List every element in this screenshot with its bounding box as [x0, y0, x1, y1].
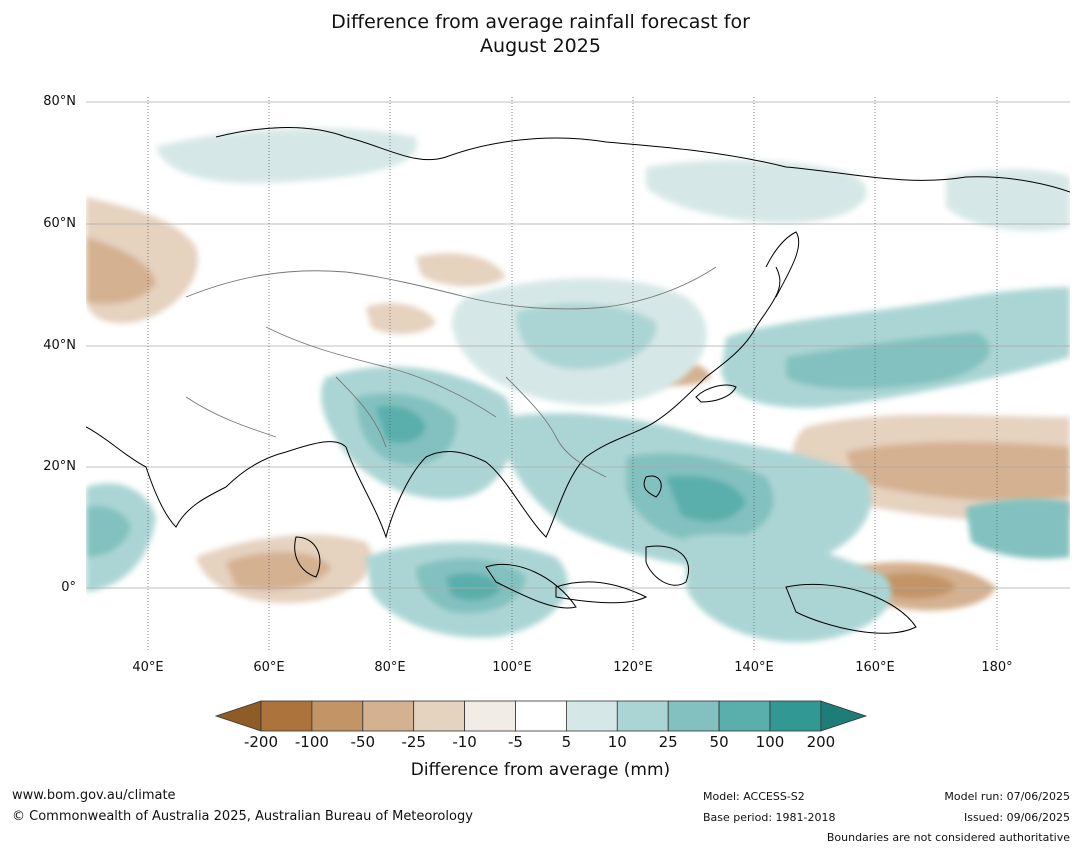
- colorbar-tick-label: 200: [806, 733, 836, 751]
- colorbar-tick-label: 10: [607, 733, 627, 751]
- colorbar-tick-label: 25: [658, 733, 678, 751]
- lat-label-20n: 20°N: [43, 459, 76, 474]
- colorbar: [214, 700, 868, 732]
- colorbar-tick-label: 100: [755, 733, 785, 751]
- lon-label-40e: 40°E: [132, 660, 164, 675]
- colorbar-cell: [566, 700, 618, 732]
- colorbar-tick-label: 5: [561, 733, 572, 751]
- colorbar-tick-label: -100: [294, 733, 329, 751]
- colorbar-label: Difference from average (mm): [410, 760, 671, 780]
- lon-label-140e: 140°E: [734, 660, 774, 675]
- colorbar-tick-label: -200: [243, 733, 279, 751]
- rainfall-anomaly-map: [86, 97, 1070, 650]
- coastlines: [86, 127, 1070, 634]
- colorbar-cell: [616, 700, 669, 732]
- lat-label-80n: 80°N: [43, 94, 76, 109]
- colorbar-cell: [769, 700, 822, 732]
- colorbar-tick-label: 50: [709, 733, 729, 751]
- lon-label-120e: 120°E: [613, 660, 653, 675]
- model-run-text: Model run: 07/06/2025: [944, 790, 1070, 803]
- colorbar-cell: [464, 700, 516, 732]
- website-link[interactable]: www.bom.gov.au/climate: [12, 788, 176, 803]
- colorbar-cell: [515, 700, 567, 732]
- lon-label-100e: 100°E: [492, 660, 532, 675]
- colorbar-arrow-high: [820, 700, 868, 732]
- lat-label-0: 0°: [61, 580, 76, 595]
- colorbar-tick-label: -50: [350, 733, 376, 751]
- lon-label-80e: 80°E: [374, 660, 406, 675]
- lon-label-160e: 160°E: [855, 660, 895, 675]
- lon-label-60e: 60°E: [253, 660, 285, 675]
- country-borders: [185, 266, 717, 478]
- colorbar-tick-label: -25: [401, 733, 426, 751]
- map-title: Difference from average rainfall forecas…: [0, 10, 1081, 58]
- colorbar-arrow-low: [214, 700, 262, 732]
- colorbar-cell: [667, 700, 720, 732]
- colorbar-tick-label: -10: [452, 733, 477, 751]
- colorbar-cell: [362, 700, 415, 732]
- model-text: Model: ACCESS-S2: [703, 790, 805, 803]
- colorbar-tick-label: -5: [508, 733, 523, 751]
- title-line-1: Difference from average rainfall forecas…: [331, 11, 750, 33]
- issued-text: Issued: 09/06/2025: [963, 811, 1070, 824]
- map-canvas: [86, 97, 1070, 650]
- copyright-text: © Commonwealth of Australia 2025, Austra…: [12, 809, 473, 824]
- colorbar-cell: [718, 700, 771, 732]
- colorbar-cell: [413, 700, 466, 732]
- base-period-text: Base period: 1981-2018: [703, 811, 836, 824]
- lat-label-40n: 40°N: [43, 338, 76, 353]
- title-line-2: August 2025: [480, 35, 601, 57]
- meridians: [147, 97, 998, 650]
- boundaries-note: Boundaries are not considered authoritat…: [826, 831, 1070, 844]
- lat-label-60n: 60°N: [43, 216, 76, 231]
- colorbar-cell: [311, 700, 364, 732]
- lon-label-180: 180°: [981, 660, 1013, 675]
- colorbar-cell: [260, 700, 313, 732]
